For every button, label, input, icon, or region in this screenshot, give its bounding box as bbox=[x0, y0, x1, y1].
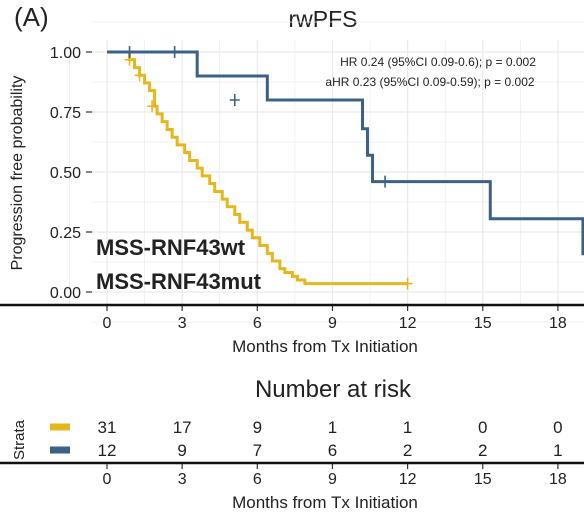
risk-table-x-axis-label: Months from Tx Initiation bbox=[232, 493, 418, 512]
risk-x-tick-label: 3 bbox=[178, 471, 187, 488]
censor-mark-wt bbox=[134, 69, 145, 82]
x-axis-label: Months from Tx Initiation bbox=[232, 337, 418, 356]
risk-x-tick-label: 18 bbox=[549, 471, 567, 488]
ahr-annotation: aHR 0.23 (95%CI 0.09-0.59); p = 0.002 bbox=[325, 75, 534, 89]
censor-mark-mut bbox=[380, 175, 391, 188]
risk-count: 9 bbox=[253, 418, 262, 437]
risk-count: 7 bbox=[253, 441, 262, 460]
legend-label-mut: MSS-RNF43mut bbox=[96, 269, 262, 294]
risk-count: 1 bbox=[553, 441, 562, 460]
risk-count: 6 bbox=[328, 441, 337, 460]
risk-count: 0 bbox=[478, 418, 487, 437]
y-tick-label: 0.00 bbox=[50, 285, 81, 302]
x-tick-label: 6 bbox=[253, 315, 262, 332]
risk-count: 1 bbox=[328, 418, 337, 437]
censor-mark-wt bbox=[147, 100, 158, 113]
risk-count: 2 bbox=[403, 441, 412, 460]
axis-ticks: 0.00 0.25 0.50 0.75 1.00 0 3 6 9 12 15 18 bbox=[50, 45, 567, 332]
plot-gridlines bbox=[69, 21, 584, 323]
survival-curves bbox=[107, 50, 584, 286]
risk-table-title: Number at risk bbox=[255, 376, 412, 403]
risk-x-tick-label: 15 bbox=[474, 471, 492, 488]
censor-mark-mut bbox=[169, 46, 180, 58]
x-tick-label: 9 bbox=[328, 315, 337, 332]
x-tick-label: 18 bbox=[549, 315, 567, 332]
risk-count: 31 bbox=[98, 418, 117, 437]
risk-count: 0 bbox=[553, 418, 562, 437]
x-tick-label: 12 bbox=[399, 315, 417, 332]
legend-label-wt: MSS-RNF43wt bbox=[96, 235, 246, 260]
risk-count: 12 bbox=[98, 441, 117, 460]
censor-mark-wt bbox=[402, 277, 413, 290]
risk-x-tick-label: 12 bbox=[399, 471, 417, 488]
risk-count: 2 bbox=[478, 441, 487, 460]
censor-mark-mut bbox=[229, 94, 240, 106]
y-tick-label: 0.75 bbox=[50, 105, 81, 122]
x-tick-label: 0 bbox=[103, 315, 112, 332]
curve-rnf43mut bbox=[107, 50, 584, 256]
risk-x-tick-label: 9 bbox=[328, 471, 337, 488]
x-tick-label: 3 bbox=[178, 315, 187, 332]
curve-rnf43wt bbox=[107, 50, 408, 286]
risk-x-tick-label: 6 bbox=[253, 471, 262, 488]
x-tick-label: 15 bbox=[474, 315, 492, 332]
y-axis-label: Progression free probability bbox=[9, 76, 26, 271]
panel-label: (A) bbox=[14, 2, 49, 32]
risk-count: 17 bbox=[173, 418, 192, 437]
risk-table-strata-label: Strata bbox=[11, 419, 28, 460]
y-tick-label: 0.50 bbox=[50, 165, 81, 182]
risk-table: 31 17 9 1 1 0 0 12 9 7 6 2 2 1 0 3 6 9 12 15 18 bbox=[50, 418, 567, 488]
y-tick-label: 0.25 bbox=[50, 225, 81, 242]
risk-count: 9 bbox=[177, 441, 186, 460]
chart-title: rwPFS bbox=[289, 6, 358, 32]
y-tick-label: 1.00 bbox=[50, 45, 81, 62]
censor-mark-mut bbox=[124, 46, 135, 58]
risk-x-tick-label: 0 bbox=[103, 471, 112, 488]
censor-marks bbox=[124, 46, 413, 290]
risk-count: 1 bbox=[403, 418, 412, 437]
hr-annotation: HR 0.24 (95%CI 0.09-0.6); p = 0.002 bbox=[340, 55, 536, 69]
